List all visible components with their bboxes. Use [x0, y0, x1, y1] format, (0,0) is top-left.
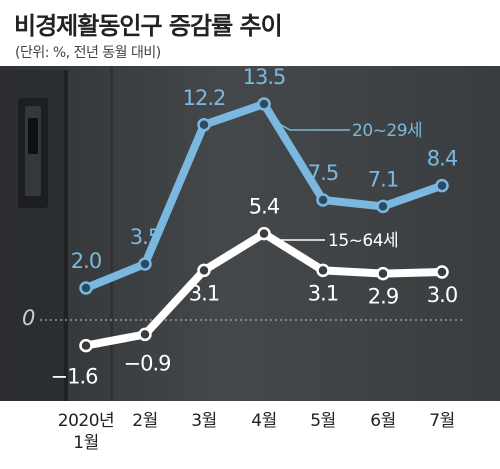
data-label: 2.0	[71, 249, 101, 273]
series-0-point	[376, 199, 390, 214]
data-label: −0.9	[124, 351, 171, 375]
zero-label: 0	[22, 306, 35, 330]
series-1-point	[257, 226, 271, 241]
series-1-point	[376, 266, 390, 281]
data-label: 8.4	[427, 147, 458, 171]
series-lines	[79, 97, 449, 353]
data-label: 2.9	[368, 285, 398, 309]
zero-line: 0	[22, 306, 462, 330]
x-tick-label: 6월	[370, 411, 395, 431]
x-tick-label: 7월	[429, 411, 454, 431]
x-tick-label: 4월	[251, 411, 276, 431]
series-1-name: 15~64세	[328, 231, 398, 251]
series-0-point	[138, 257, 152, 271]
data-label: 3.0	[427, 283, 457, 307]
data-label: 13.5	[243, 65, 286, 89]
series-0-point	[79, 281, 93, 295]
series-0-point	[435, 178, 449, 193]
x-tick-label: 3월	[191, 411, 216, 431]
series-0-point	[197, 118, 211, 132]
data-label: 3.5	[130, 225, 160, 249]
x-axis-ticks: 2020년 1월 2월 3월 4월 5월 6월 7월	[58, 411, 455, 453]
data-label: −1.6	[51, 365, 99, 389]
series-0-point	[257, 97, 271, 111]
chart-subtitle: (단위: %, 전년 동월 대비)	[15, 45, 161, 61]
data-label: 5.4	[249, 195, 280, 219]
series-0-point	[316, 193, 330, 207]
series-1-point	[435, 265, 449, 279]
data-labels: 2.0 3.5 12.2 13.5 7.5 7.1 8.4 −1.6 −0.9 3.1 5.4 3.1…	[51, 65, 459, 389]
data-label: 7.1	[368, 167, 398, 191]
data-label: 3.1	[308, 281, 338, 305]
x-tick-label: 2월	[132, 411, 157, 431]
x-tick-label: 2020년 1월	[58, 411, 114, 453]
data-label: 3.1	[189, 281, 219, 305]
series-1-point	[138, 327, 152, 342]
series-0-leader	[275, 121, 291, 131]
x-tick-label: 5월	[310, 411, 335, 431]
photo-background	[0, 66, 500, 401]
series-0-name: 20~29세	[352, 121, 422, 141]
series-1-point	[197, 263, 211, 278]
chart-title: 비경제활동인구 증감률 추이	[14, 12, 283, 40]
data-label: 12.2	[183, 86, 226, 110]
series-1-point	[79, 338, 93, 353]
data-label: 7.5	[308, 161, 338, 185]
series-1-point	[316, 263, 330, 278]
